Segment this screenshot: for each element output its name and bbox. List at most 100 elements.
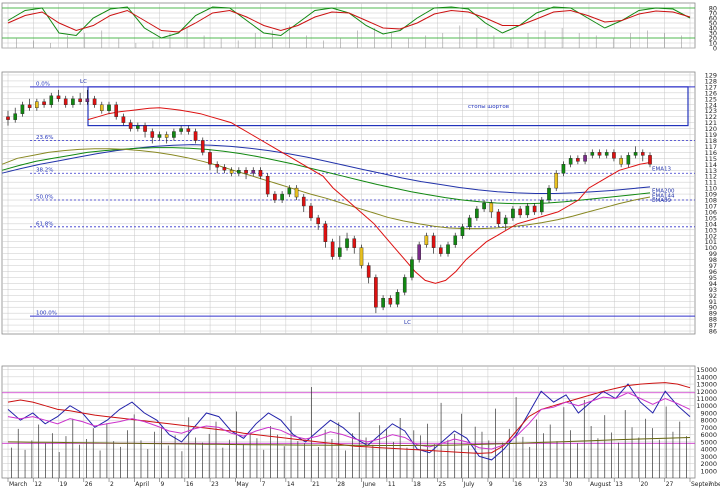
candle-body [496,211,501,225]
candle-body [85,98,90,102]
lc-marker: LC [80,79,87,85]
y-tick-label: 127 [705,83,717,91]
x-tick-label: 30 [565,481,573,488]
candle-body [6,116,10,120]
x-tick-label: September [691,481,720,488]
candle-body [114,104,119,117]
x-tick-label: 9 [489,481,493,488]
y-tick-label: 90 [709,304,717,312]
y-tick-label: 0 [713,45,717,53]
candle-body [359,247,364,266]
y-tick-label: 119 [705,131,717,139]
candle-body [410,259,414,278]
fib-level-label: 0.0% [36,81,50,87]
candle-body [200,140,205,153]
x-tick-label: 25 [438,481,446,488]
y-tick-label: 96 [709,268,717,276]
candle-body [71,98,75,105]
candle-body [640,152,645,156]
candle-body [273,193,277,201]
panel-frame [1,71,696,335]
y-tick-label: 89 [709,310,717,318]
candle-body [482,202,486,210]
candle-body [287,187,292,195]
x-tick-label: April [135,481,149,488]
y-tick-label: 40 [709,25,717,33]
y-tick-label: 102 [705,232,717,240]
candle-body [352,238,357,248]
candle-body [215,164,219,168]
candle-body [157,134,162,138]
y-tick-label: 115 [705,155,717,163]
x-tick-label: 14 [287,481,295,488]
candle-body [222,167,227,171]
y-tick-label: 124 [705,101,717,109]
candle-body [489,202,494,213]
x-tick-label: 18 [413,481,421,488]
candle-body [251,170,256,174]
x-tick-label: 11 [388,481,396,488]
candle-body [539,199,544,213]
x-tick-label: 28 [337,481,345,488]
y-tick-label: 2000 [700,460,717,468]
x-tick-label: August [590,481,612,488]
y-tick-label: 110 [705,185,717,193]
candle-body [568,158,573,165]
y-tick-label: 95 [709,274,717,282]
candle-body [374,277,378,308]
candle-body [99,104,104,111]
fib-level-label: 50.0% [36,195,53,201]
candle-body [431,235,436,248]
candle-body [20,104,25,114]
y-tick-label: 111 [705,179,717,187]
x-tick-label: July [463,481,475,488]
year-label: 7 [708,481,712,488]
y-tick-label: 7000 [700,424,717,432]
x-tick-label: June [362,481,376,488]
y-tick-label: 4000 [700,446,717,454]
y-tick-label: 106 [705,208,717,216]
y-tick-label: 114 [705,161,717,169]
candle-body [172,131,176,138]
x-tick-label: 19 [60,481,68,488]
price-panel: 1291281271261251241231221211201191181171… [1,71,717,336]
y-tick-label: 93 [709,286,717,294]
oscillator-line [7,9,691,33]
box-label: стопы шортов [468,104,509,110]
candle-body [597,152,602,156]
candle-body [78,98,82,102]
y-tick-label: 10000 [696,402,717,410]
volume-panel: 1500014000130001200011000100009000800070… [1,365,717,479]
candle-body [366,265,371,278]
candle-body [612,152,616,159]
y-tick-label: 70 [709,10,717,18]
candle-body [402,277,407,293]
y-tick-label: 20 [709,35,717,43]
candle-body [424,235,429,245]
candle-body [92,98,97,105]
candle-body [633,152,638,156]
candle-body [136,125,140,129]
y-tick-label: 13000 [696,381,717,389]
ema-label: EMA144 [652,193,675,199]
candle-body [532,205,537,213]
candle-body [388,298,393,305]
y-tick-label: 98 [709,256,717,264]
candle-body [258,170,263,177]
candle-body [63,98,68,105]
candle-body [128,122,133,129]
candle-body [229,170,234,174]
y-tick-label: 117 [705,143,717,151]
y-tick-label: 86 [709,328,717,336]
y-tick-label: 3000 [700,453,717,461]
candle-body [561,164,566,174]
candle-body [511,208,515,219]
x-tick-label: 20 [640,481,648,488]
candle-body [186,128,191,132]
y-tick-label: 10 [709,40,717,48]
y-tick-label: 1000 [700,467,717,475]
x-tick-label: 16 [186,481,194,488]
y-tick-label: 91 [709,298,717,306]
